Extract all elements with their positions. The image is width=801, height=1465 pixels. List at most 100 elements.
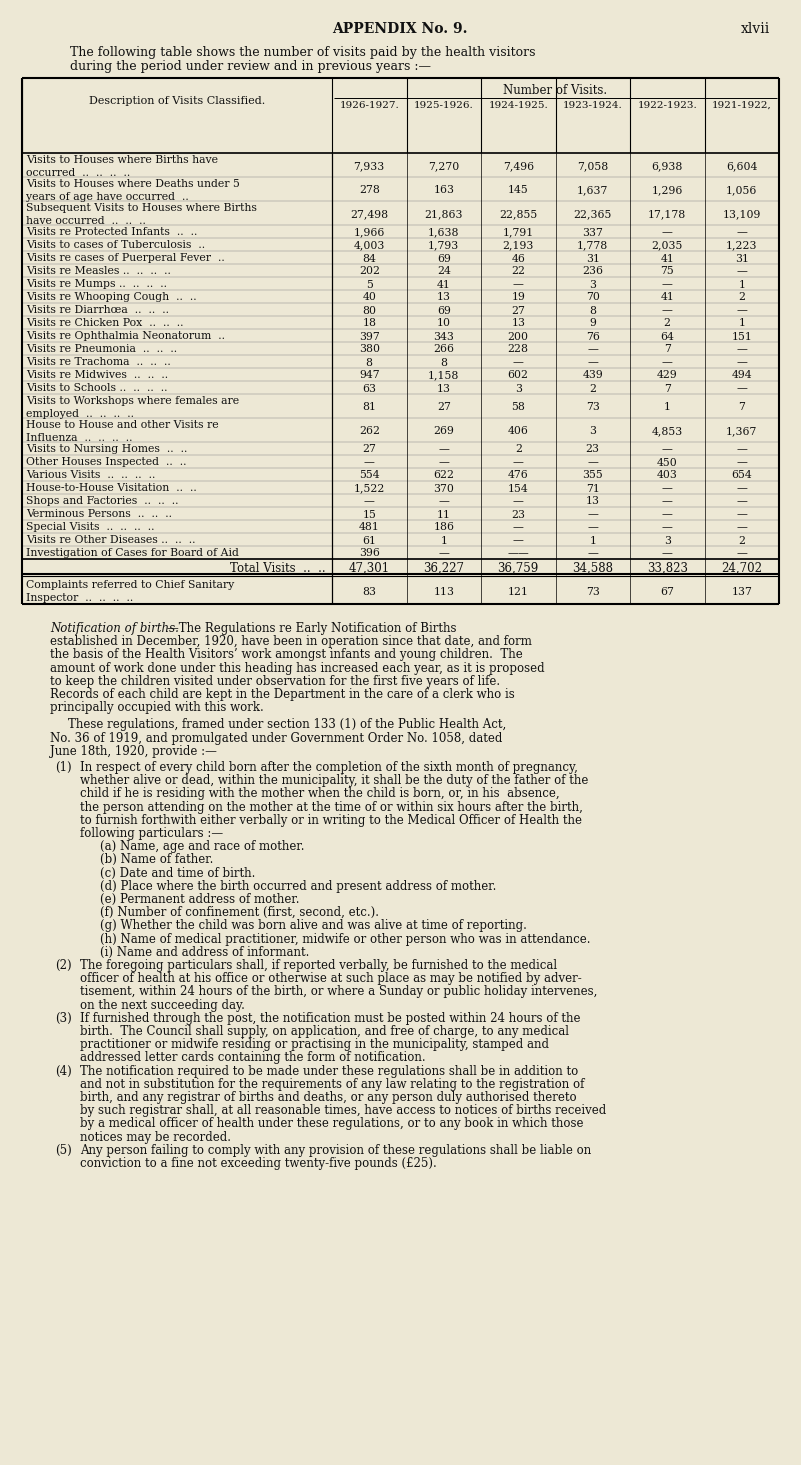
Text: —: — [438, 548, 449, 558]
Text: 370: 370 [433, 483, 454, 494]
Text: 7,270: 7,270 [428, 161, 460, 171]
Text: 27: 27 [511, 306, 525, 315]
Text: —: — [662, 357, 673, 368]
Text: 80: 80 [362, 306, 376, 315]
Text: 70: 70 [586, 293, 600, 302]
Text: following particulars :—: following particulars :— [80, 828, 223, 839]
Text: officer of health at his office or otherwise at such place as may be notified by: officer of health at his office or other… [80, 973, 582, 984]
Text: conviction to a fine not exceeding twenty-five pounds (£25).: conviction to a fine not exceeding twent… [80, 1157, 437, 1171]
Text: Inspector  ..  ..  ..  ..: Inspector .. .. .. .. [26, 593, 133, 604]
Text: addressed letter cards containing the form of notification.: addressed letter cards containing the fo… [80, 1052, 425, 1065]
Text: The following table shows the number of visits paid by the health visitors: The following table shows the number of … [70, 45, 536, 59]
Text: 1925-1926.: 1925-1926. [414, 101, 473, 110]
Text: 1: 1 [441, 536, 447, 545]
Text: 13,109: 13,109 [723, 209, 761, 218]
Text: No. 36 of 1919, and promulgated under Government Order No. 1058, dated: No. 36 of 1919, and promulgated under Go… [50, 731, 502, 744]
Text: occurred  ..  ..  ..  ..: occurred .. .. .. .. [26, 168, 131, 179]
Text: 151: 151 [731, 331, 752, 341]
Text: 481: 481 [359, 523, 380, 532]
Text: 18: 18 [362, 318, 376, 328]
Text: APPENDIX No. 9.: APPENDIX No. 9. [332, 22, 468, 37]
Text: 439: 439 [582, 371, 603, 381]
Text: 1926-1927.: 1926-1927. [340, 101, 399, 110]
Text: —: — [736, 306, 747, 315]
Text: June 18th, 1920, provide :—: June 18th, 1920, provide :— [50, 744, 217, 757]
Text: Visits re Measles ..  ..  ..  ..: Visits re Measles .. .. .. .. [26, 267, 171, 275]
Text: Visits to Schools ..  ..  ..  ..: Visits to Schools .. .. .. .. [26, 382, 167, 393]
Text: 145: 145 [508, 185, 529, 195]
Text: 81: 81 [362, 401, 376, 412]
Text: 1,637: 1,637 [577, 185, 609, 195]
Text: —: — [736, 523, 747, 532]
Text: 228: 228 [508, 344, 529, 355]
Text: —: — [662, 444, 673, 454]
Text: by a medical officer of health under these regulations, or to any book in which : by a medical officer of health under the… [80, 1118, 583, 1131]
Text: 11: 11 [437, 510, 451, 520]
Text: —: — [736, 483, 747, 494]
Text: Shops and Factories  ..  ..  ..: Shops and Factories .. .. .. [26, 497, 179, 505]
Text: 4,003: 4,003 [353, 240, 385, 251]
Text: 31: 31 [735, 253, 749, 264]
Text: 71: 71 [586, 483, 600, 494]
Text: Visits re Whooping Cough  ..  ..: Visits re Whooping Cough .. .. [26, 292, 196, 302]
Text: 113: 113 [433, 587, 454, 598]
Text: 10: 10 [437, 318, 451, 328]
Text: Complaints referred to Chief Sanitary: Complaints referred to Chief Sanitary [26, 580, 234, 590]
Text: 1: 1 [739, 280, 745, 290]
Text: 3: 3 [590, 280, 596, 290]
Text: 3: 3 [664, 536, 670, 545]
Text: (g) Whether the child was born alive and was alive at time of reporting.: (g) Whether the child was born alive and… [100, 920, 527, 932]
Text: 69: 69 [437, 253, 451, 264]
Text: 2,035: 2,035 [651, 240, 683, 251]
Text: (1): (1) [55, 760, 71, 774]
Text: —: — [438, 497, 449, 507]
Text: 58: 58 [511, 401, 525, 412]
Text: 1,638: 1,638 [428, 227, 460, 237]
Text: 380: 380 [359, 344, 380, 355]
Text: 7: 7 [664, 384, 670, 394]
Text: 355: 355 [582, 470, 603, 481]
Text: The notification required to be made under these regulations shall be in additio: The notification required to be made und… [80, 1065, 578, 1078]
Text: years of age have occurred  ..: years of age have occurred .. [26, 192, 189, 202]
Text: 47,301: 47,301 [348, 563, 390, 574]
Text: —: — [662, 523, 673, 532]
Text: 6,604: 6,604 [726, 161, 758, 171]
Text: 7,496: 7,496 [503, 161, 533, 171]
Text: 654: 654 [731, 470, 752, 481]
Text: (e) Permanent address of mother.: (e) Permanent address of mother. [100, 894, 300, 905]
Text: 7: 7 [664, 344, 670, 355]
Text: House-to-House Visitation  ..  ..: House-to-House Visitation .. .. [26, 483, 197, 494]
Text: practitioner or midwife residing or practising in the municipality, stamped and: practitioner or midwife residing or prac… [80, 1039, 549, 1052]
Text: 121: 121 [508, 587, 529, 598]
Text: 602: 602 [508, 371, 529, 381]
Text: to keep the children visited under observation for the first five years of life.: to keep the children visited under obser… [50, 675, 500, 687]
Text: Visits re Pneumonia  ..  ..  ..: Visits re Pneumonia .. .. .. [26, 344, 177, 355]
Text: Visits re Trachoma  ..  ..  ..: Visits re Trachoma .. .. .. [26, 357, 171, 368]
Text: 2,193: 2,193 [502, 240, 534, 251]
Text: Various Visits  ..  ..  ..  ..: Various Visits .. .. .. .. [26, 470, 155, 481]
Text: 1,296: 1,296 [651, 185, 683, 195]
Text: (2): (2) [55, 960, 71, 971]
Text: Influenza  ..  ..  ..  ..: Influenza .. .. .. .. [26, 434, 132, 442]
Text: 46: 46 [511, 253, 525, 264]
Text: 13: 13 [511, 318, 525, 328]
Text: Notification of births.: Notification of births. [50, 623, 179, 634]
Text: 13: 13 [586, 497, 600, 507]
Text: If furnished through the post, the notification must be posted within 24 hours o: If furnished through the post, the notif… [80, 1012, 581, 1026]
Text: 40: 40 [362, 293, 376, 302]
Text: —The Regulations re Early Notification of Births: —The Regulations re Early Notification o… [167, 623, 457, 634]
Text: —: — [587, 523, 598, 532]
Text: during the period under review and in previous years :—: during the period under review and in pr… [70, 60, 431, 73]
Text: Investigation of Cases for Board of Aid: Investigation of Cases for Board of Aid [26, 548, 239, 558]
Text: amount of work done under this heading has increased each year, as it is propose: amount of work done under this heading h… [50, 662, 545, 674]
Text: 17,178: 17,178 [648, 209, 686, 218]
Text: 22,365: 22,365 [574, 209, 612, 218]
Text: 69: 69 [437, 306, 451, 315]
Text: 67: 67 [660, 587, 674, 598]
Text: House to House and other Visits re: House to House and other Visits re [26, 420, 219, 431]
Text: (a) Name, age and race of mother.: (a) Name, age and race of mother. [100, 841, 304, 853]
Text: 163: 163 [433, 185, 454, 195]
Text: 1,223: 1,223 [726, 240, 758, 251]
Text: tisement, within 24 hours of the birth, or where a Sunday or public holiday inte: tisement, within 24 hours of the birth, … [80, 986, 598, 999]
Text: 266: 266 [433, 344, 454, 355]
